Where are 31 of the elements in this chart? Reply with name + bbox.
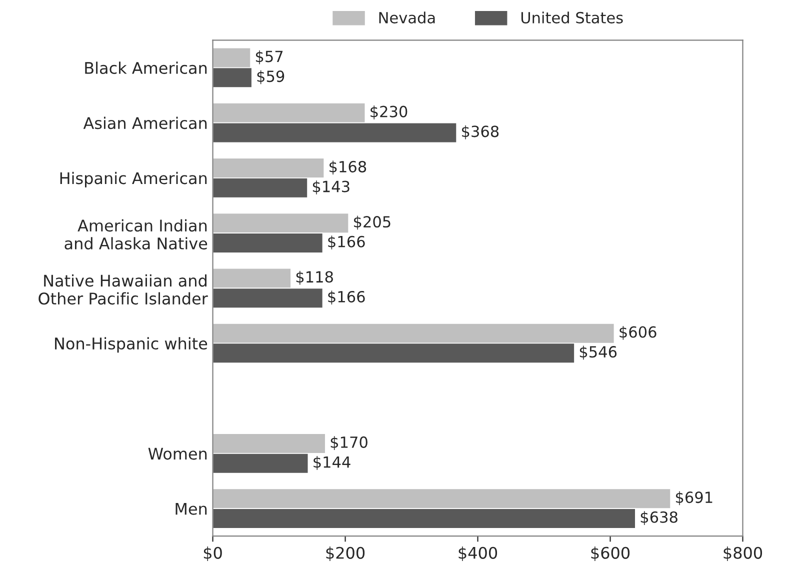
data-label: $368 xyxy=(462,125,499,140)
y-tick-label: Native Hawaiian and Other Pacific Islander xyxy=(38,274,208,305)
data-label: $166 xyxy=(328,290,365,305)
data-label: $144 xyxy=(314,456,350,470)
data-label: $205 xyxy=(354,216,390,230)
x-tick-label: $0 xyxy=(204,546,222,562)
x-tick-label: $800 xyxy=(724,546,762,562)
x-tick-label: $200 xyxy=(326,546,365,562)
y-tick-label: American Indian and Alaska Native xyxy=(64,219,208,250)
y-tick-label: Men xyxy=(176,502,207,515)
y-tick-label: Non-Hispanic white xyxy=(55,337,208,353)
data-label: $170 xyxy=(330,436,368,450)
data-label: $57 xyxy=(256,50,283,64)
y-tick-label: Hispanic American xyxy=(60,172,207,188)
data-label: $230 xyxy=(370,106,408,120)
y-tick-label: Black American xyxy=(85,62,207,74)
data-label: $606 xyxy=(620,326,656,340)
data-label: $546 xyxy=(580,346,617,360)
data-label: $118 xyxy=(296,270,333,285)
legend-label: Nevada xyxy=(379,12,435,24)
legend-label: United States xyxy=(521,12,623,24)
data-label: $638 xyxy=(640,511,678,525)
data-label: $143 xyxy=(312,180,350,194)
x-tick-label: $400 xyxy=(458,546,498,562)
y-tick-label: Asian American xyxy=(83,116,207,130)
data-label: $166 xyxy=(328,236,365,250)
data-label: $691 xyxy=(676,491,712,506)
data-label: $59 xyxy=(257,70,284,84)
y-tick-label: Women xyxy=(148,448,207,460)
data-label: $168 xyxy=(330,160,366,174)
x-tick-label: $600 xyxy=(591,546,630,562)
